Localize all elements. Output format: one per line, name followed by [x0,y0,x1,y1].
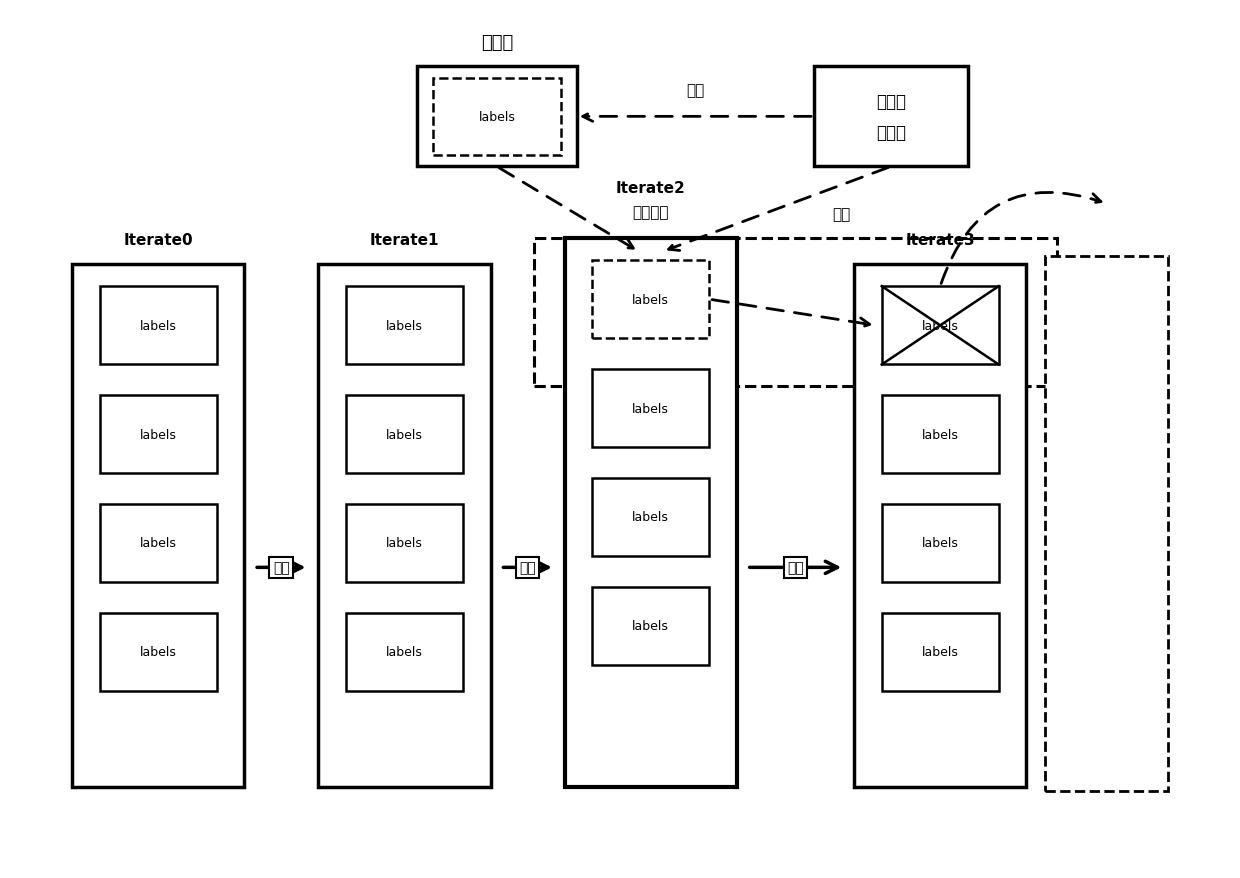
Bar [72,265,244,787]
Bar [593,370,709,448]
Bar [882,613,998,691]
Bar [813,68,968,167]
Text: 补傀函: 补傀函 [875,92,906,111]
Bar [346,613,463,691]
Text: labels: labels [921,645,959,658]
Bar [1045,256,1168,791]
Bar [593,479,709,557]
Bar [593,587,709,666]
Text: labels: labels [140,645,176,658]
Bar [533,239,1058,387]
Bar [882,395,998,474]
Text: labels: labels [632,402,670,415]
Text: labels: labels [632,620,670,632]
Text: labels: labels [140,536,176,550]
Text: labels: labels [921,536,959,550]
Bar [882,504,998,582]
Text: labels: labels [386,320,423,333]
Text: 回溯: 回溯 [832,206,851,221]
Bar [346,395,463,474]
Bar [593,261,709,339]
Text: Iterate3: Iterate3 [905,233,975,248]
Text: Iterate0: Iterate0 [123,233,193,248]
Text: labels: labels [921,428,959,441]
Text: labels: labels [386,428,423,441]
Bar [417,68,577,167]
Text: labels: labels [632,511,670,524]
Text: 计算: 计算 [787,561,804,575]
Bar [99,504,217,582]
Bar [854,265,1027,787]
Bar [882,287,998,365]
Text: labels: labels [386,645,423,658]
Text: labels: labels [632,293,670,306]
Text: 生成: 生成 [686,83,704,98]
Text: 补傀値: 补傀値 [481,33,513,52]
Text: 迭代数据: 迭代数据 [632,205,670,220]
Text: labels: labels [386,536,423,550]
Text: Iterate1: Iterate1 [370,233,439,248]
Bar [346,504,463,582]
Bar [564,239,737,787]
Bar [346,287,463,365]
Text: 计算: 计算 [273,561,290,575]
Bar [99,395,217,474]
Text: 数任务: 数任务 [875,124,906,142]
Text: labels: labels [140,428,176,441]
Text: labels: labels [140,320,176,333]
Text: Iterate2: Iterate2 [616,181,686,196]
Bar [99,613,217,691]
Bar [319,265,491,787]
Text: labels: labels [921,320,959,333]
Text: labels: labels [479,111,516,124]
Bar [433,78,560,156]
Bar [99,287,217,365]
Text: 计算: 计算 [520,561,536,575]
